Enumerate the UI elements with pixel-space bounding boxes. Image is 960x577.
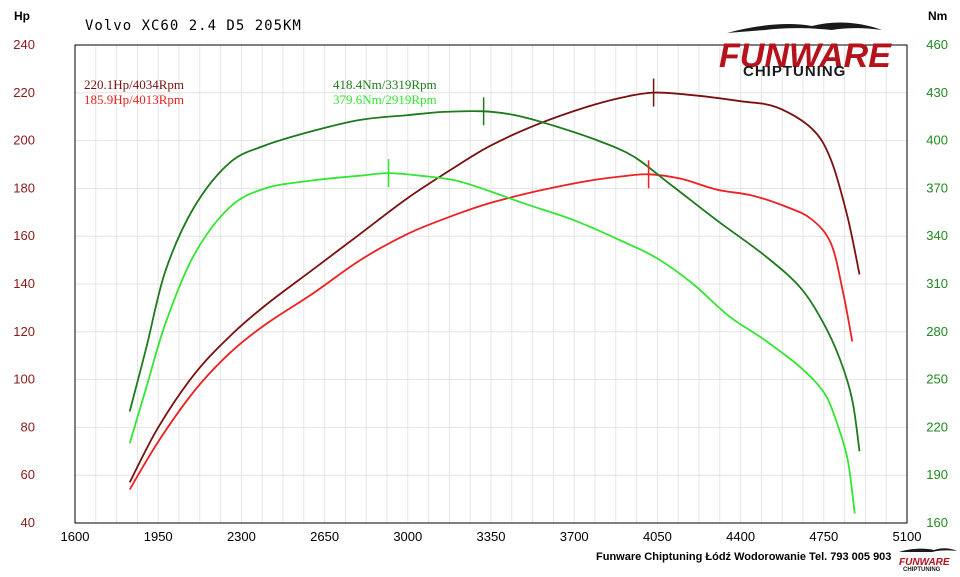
x-tick-label: 4750 [809, 529, 838, 544]
left-tick-label: 240 [13, 37, 35, 52]
nm-tuned-curve [128, 110, 861, 452]
left-tick-label: 80 [21, 419, 35, 434]
right-tick-label: 250 [926, 372, 948, 387]
right-tick-label: 370 [926, 180, 948, 195]
right-tick-label: 340 [926, 228, 948, 243]
right-axis-unit: Nm [928, 9, 947, 23]
funware-mini-logo: FUNWARE CHIPTUNING [899, 548, 957, 573]
left-tick-label: 180 [13, 180, 35, 195]
car-silhouette-mini-icon [899, 548, 957, 552]
dyno-curves [128, 91, 861, 514]
right-tick-label: 460 [926, 37, 948, 52]
car-silhouette-icon [727, 22, 882, 33]
x-tick-label: 2300 [227, 529, 256, 544]
right-tick-label: 310 [926, 276, 948, 291]
axis-ticks: 40 60 80 100 120 140 160 180 200 220 240 160 190 220 2… [13, 37, 948, 544]
left-tick-label: 40 [21, 515, 35, 530]
footer-contact: Funware Chiptuning Łódź Wodorowanie Tel.… [596, 551, 891, 563]
left-tick-label: 120 [13, 324, 35, 339]
hp-stock-curve [128, 173, 854, 490]
x-tick-label: 1950 [144, 529, 173, 544]
right-tick-label: 220 [926, 419, 948, 434]
left-tick-label: 160 [13, 228, 35, 243]
peak-markers [382, 78, 660, 189]
hp-stock-peak-label: 185.9Hp/4013Rpm [84, 92, 184, 107]
x-tick-label: 5100 [893, 529, 922, 544]
right-tick-label: 280 [926, 324, 948, 339]
funware-logo: FUNWARE CHIPTUNING [719, 22, 892, 80]
left-tick-label: 220 [13, 85, 35, 100]
logo-sub-text: CHIPTUNING [743, 63, 846, 80]
left-tick-label: 200 [13, 133, 35, 148]
left-tick-label: 100 [13, 372, 35, 387]
hp-tuned-peak-label: 220.1Hp/4034Rpm [84, 77, 184, 92]
logo-main-text: FUNWARE [719, 37, 892, 75]
nm-stock-curve [128, 172, 856, 514]
right-tick-label: 160 [926, 515, 948, 530]
plot-frame [74, 44, 908, 524]
x-tick-label: 4400 [726, 529, 755, 544]
mini-logo-main-text: FUNWARE [899, 557, 950, 568]
left-axis-unit: Hp [14, 9, 30, 23]
hp-tuned-curve [128, 91, 861, 483]
right-tick-label: 190 [926, 467, 948, 482]
x-tick-label: 4050 [643, 529, 672, 544]
x-tick-label: 1600 [61, 529, 90, 544]
nm-tuned-peak-label: 418.4Nm/3319Rpm [333, 77, 437, 92]
left-tick-label: 140 [13, 276, 35, 291]
grid-lines [75, 45, 907, 523]
x-tick-label: 3000 [393, 529, 422, 544]
mini-logo-sub-text: CHIPTUNING [903, 567, 941, 573]
nm-stock-peak-label: 379.6Nm/2919Rpm [333, 92, 437, 107]
right-tick-label: 430 [926, 85, 948, 100]
left-tick-label: 60 [21, 467, 35, 482]
x-tick-label: 3700 [560, 529, 589, 544]
right-tick-label: 400 [926, 133, 948, 148]
x-tick-label: 2650 [310, 529, 339, 544]
x-tick-label: 3350 [477, 529, 506, 544]
chart-title: Volvo XC60 2.4 D5 205KM [85, 18, 302, 34]
